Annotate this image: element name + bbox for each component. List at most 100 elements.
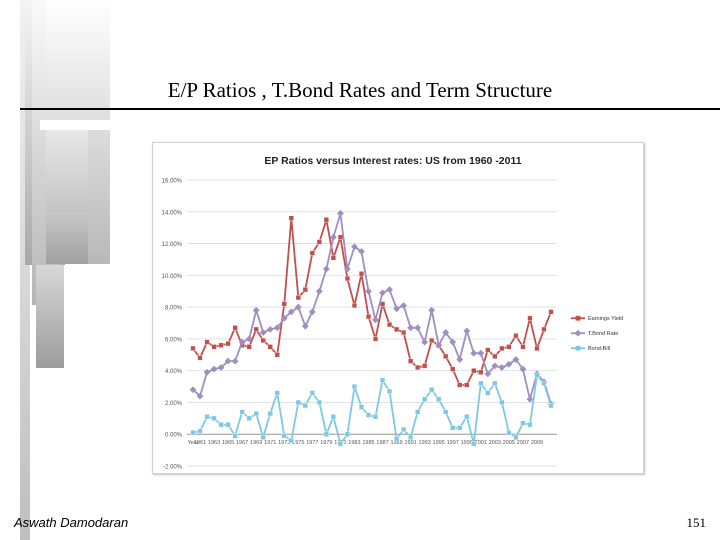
data-point <box>315 287 323 295</box>
data-point <box>267 410 273 417</box>
data-point <box>429 387 435 393</box>
data-point <box>534 372 540 379</box>
legend: Earnings Yield T.Bond Rate Bond-Bill <box>571 315 623 352</box>
data-point <box>548 309 554 315</box>
data-point <box>471 441 477 447</box>
decorative-bar <box>46 212 88 264</box>
data-point <box>295 294 301 301</box>
data-point <box>408 358 414 364</box>
data-point <box>478 380 484 386</box>
data-point <box>281 433 287 439</box>
title-divider <box>20 108 720 110</box>
chart-image: EP Ratios versus Interest rates: US from… <box>152 142 644 474</box>
x-tick-label: 1975 <box>292 440 304 446</box>
x-tick-label: 1963 <box>208 440 220 446</box>
data-point <box>415 364 421 371</box>
data-point <box>211 415 217 421</box>
data-point <box>513 434 519 441</box>
data-point <box>400 302 407 309</box>
data-point <box>280 314 288 322</box>
data-point <box>246 415 252 421</box>
data-point <box>421 338 429 346</box>
data-point <box>464 382 470 388</box>
decorative-bar <box>20 0 30 540</box>
data-point <box>422 363 428 369</box>
data-point <box>491 362 499 370</box>
data-point <box>302 287 308 293</box>
page-number: 151 <box>686 515 707 530</box>
data-point <box>337 234 344 240</box>
data-point <box>246 344 252 350</box>
x-tick-label: 1971 <box>264 440 276 446</box>
footer-author: Aswath Damodaran <box>14 515 129 530</box>
data-point <box>372 316 379 324</box>
plot-area <box>189 209 555 447</box>
data-point <box>316 399 322 406</box>
x-tick-label: 1961 <box>194 440 206 446</box>
series-line <box>192 217 552 386</box>
data-point <box>505 360 513 368</box>
y-tick-label: 10.00% <box>162 274 183 280</box>
data-point <box>414 324 422 332</box>
data-point <box>386 388 393 394</box>
data-point <box>218 422 224 428</box>
data-point <box>309 390 315 396</box>
data-point <box>232 325 238 331</box>
data-point <box>358 248 365 255</box>
data-point <box>365 314 372 320</box>
chart-title: EP Ratios versus Interest rates: US from… <box>264 155 521 167</box>
x-tick-label: 1993 <box>419 440 431 446</box>
data-point <box>400 329 407 336</box>
data-point <box>499 345 505 352</box>
x-tick-label: 1999 <box>461 440 473 446</box>
data-point <box>218 342 224 348</box>
legend-label: Bond-Bill <box>588 346 610 352</box>
data-point <box>393 305 400 313</box>
data-point <box>541 326 547 332</box>
data-point <box>217 364 225 371</box>
data-point <box>197 428 203 434</box>
data-point <box>232 433 238 439</box>
x-tick-label: 1973 <box>278 440 290 446</box>
y-tick-label: -2.00% <box>163 465 183 471</box>
slide-title: E/P Ratios , T.Bond Rates and Term Struc… <box>167 78 553 102</box>
data-point <box>415 409 421 415</box>
data-point <box>386 286 393 294</box>
data-point <box>330 255 336 261</box>
legend-marker <box>575 315 581 321</box>
data-point <box>393 436 400 442</box>
data-point <box>513 333 519 339</box>
legend-label: Earnings Yield <box>588 316 623 322</box>
x-tick-label: 2009 <box>531 440 543 446</box>
data-point <box>527 315 533 321</box>
legend-label: T.Bond Rate <box>588 331 618 337</box>
data-point <box>520 420 526 426</box>
data-point <box>464 414 470 420</box>
data-point <box>344 265 351 273</box>
data-point <box>478 369 484 375</box>
data-point <box>408 434 414 441</box>
data-point <box>267 344 273 350</box>
x-tick-label: 1977 <box>306 440 318 446</box>
x-tick-label: 1991 <box>404 440 416 446</box>
data-point <box>541 380 547 386</box>
data-point <box>260 434 266 441</box>
data-point <box>428 306 436 314</box>
legend-marker <box>575 345 581 351</box>
data-point <box>457 425 463 431</box>
data-point <box>534 345 540 352</box>
data-point <box>337 209 344 217</box>
decorative-bar <box>36 265 64 368</box>
y-tick-label: 4.00% <box>165 369 183 375</box>
x-tick-label: 1969 <box>250 440 262 446</box>
y-tick-label: 2.00% <box>165 401 183 407</box>
data-point <box>190 430 196 436</box>
data-point <box>252 306 260 314</box>
x-tick-label: 2001 <box>475 440 487 446</box>
data-point <box>203 368 211 376</box>
data-point <box>450 366 456 372</box>
data-point <box>527 422 533 428</box>
y-tick-label: 6.00% <box>165 337 183 343</box>
data-point <box>443 409 449 415</box>
data-point <box>422 396 428 402</box>
